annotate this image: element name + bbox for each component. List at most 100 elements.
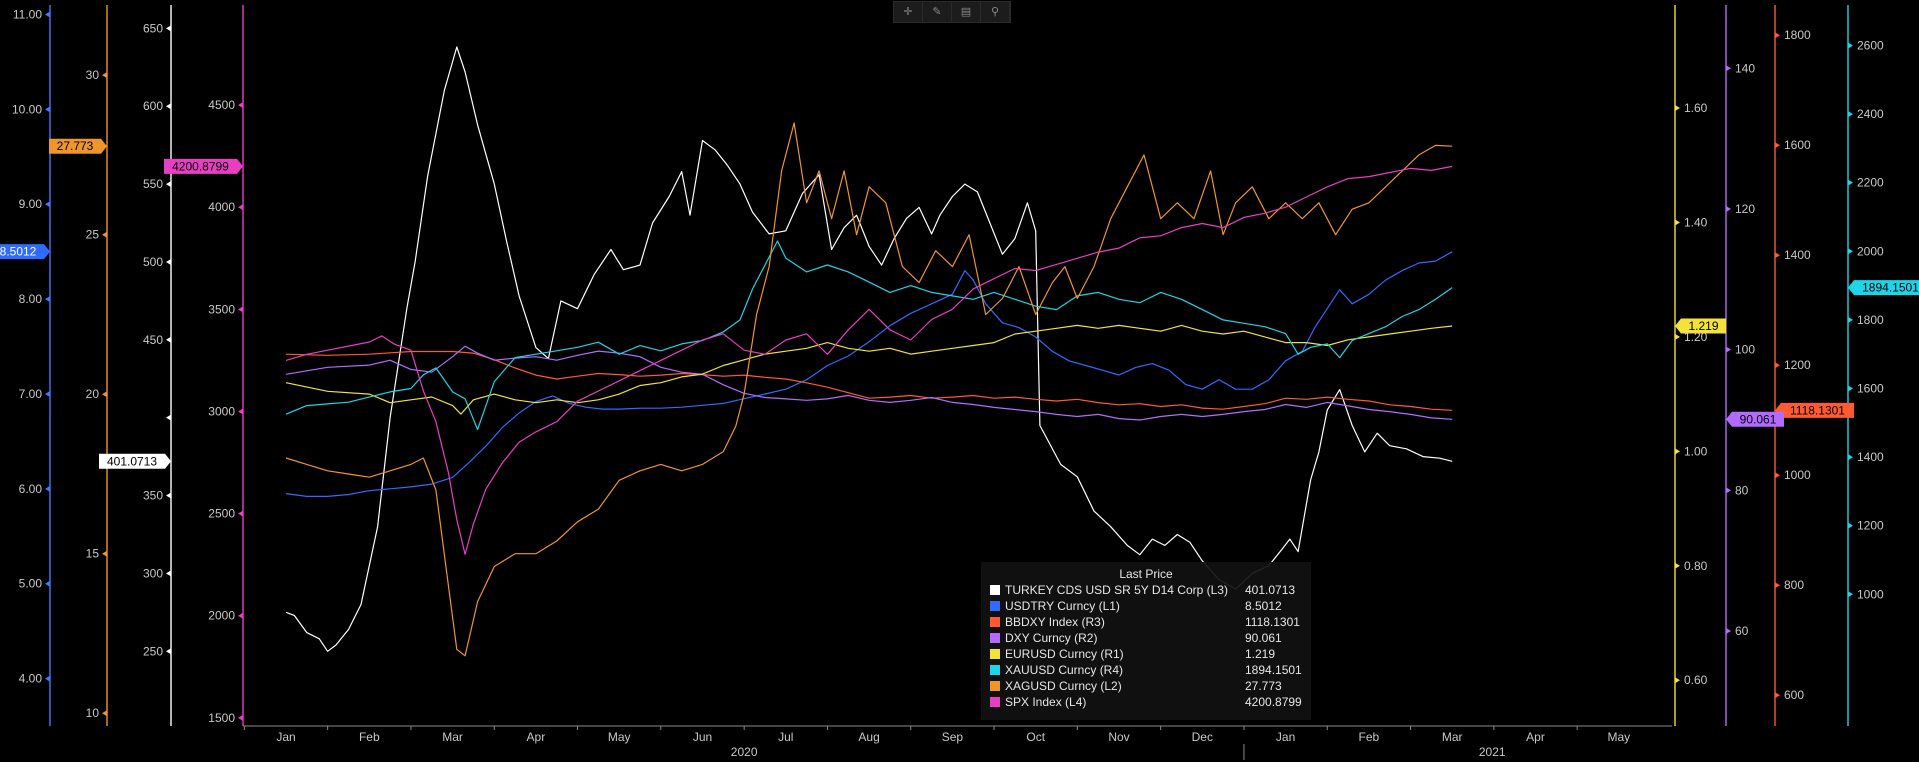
tick-mark bbox=[102, 231, 107, 238]
tick-label: 11.00 bbox=[13, 7, 42, 21]
legend-series-name: USDTRY Curncy (L1) bbox=[1005, 599, 1120, 613]
series-line-l2 bbox=[285, 122, 1453, 657]
legend-series-value: 4200.8799 bbox=[1245, 695, 1302, 709]
tick-label: 600 bbox=[143, 99, 163, 113]
legend-series-value: 1118.1301 bbox=[1245, 615, 1300, 629]
month-label: Mar bbox=[1442, 730, 1463, 744]
tick-label: 4000 bbox=[208, 200, 235, 214]
tick-mark bbox=[1726, 628, 1731, 635]
badge-l4: 4200.8799 bbox=[164, 158, 243, 174]
tick-label: 1800 bbox=[1784, 28, 1811, 42]
tick-mark bbox=[1775, 252, 1780, 259]
series-line-l4 bbox=[285, 165, 1453, 555]
legend-swatch bbox=[990, 585, 1000, 595]
month-label: Sep bbox=[942, 730, 964, 744]
legend-swatch bbox=[990, 697, 1000, 707]
tick-mark bbox=[238, 510, 243, 517]
tick-mark bbox=[166, 570, 171, 577]
crosshair-icon[interactable]: ✛ bbox=[894, 2, 923, 22]
tick-label: 9.00 bbox=[19, 197, 43, 211]
tick-label: 10.00 bbox=[12, 102, 42, 116]
tick-label: 1800 bbox=[1857, 313, 1884, 327]
tick-mark bbox=[1848, 42, 1853, 49]
tick-mark bbox=[1675, 677, 1680, 684]
tick-mark bbox=[1775, 142, 1780, 149]
tick-mark bbox=[1848, 454, 1853, 461]
legend-entry: USDTRY Curncy (L1) 8.5012 bbox=[990, 599, 1282, 613]
tick-mark bbox=[45, 390, 50, 397]
tick-label: 3000 bbox=[208, 404, 235, 418]
tick-mark bbox=[45, 580, 50, 587]
legend-series-value: 90.061 bbox=[1245, 631, 1282, 645]
tick-mark bbox=[166, 492, 171, 499]
tick-label: 1400 bbox=[1784, 248, 1811, 262]
draw-line-icon[interactable]: ✎ bbox=[923, 2, 952, 22]
tick-mark bbox=[238, 306, 243, 313]
axis-r4: 1000 1200 1400 1600 1800 2000 2200 2400 2600 bbox=[1847, 5, 1884, 726]
tick-label: 300 bbox=[143, 566, 163, 580]
month-label: Feb bbox=[359, 730, 380, 744]
legend-series-value: 1.219 bbox=[1245, 647, 1275, 661]
tick-mark bbox=[102, 391, 107, 398]
series-line-r3 bbox=[285, 350, 1453, 411]
tick-mark bbox=[1775, 32, 1780, 39]
legend-series-value: 401.0713 bbox=[1245, 583, 1295, 597]
tick-label: 1600 bbox=[1857, 381, 1884, 395]
badge-value: 4200.8799 bbox=[172, 159, 229, 173]
tick-mark bbox=[166, 336, 171, 343]
tick-mark bbox=[166, 103, 171, 110]
legend-series-name: DXY Curncy (R2) bbox=[1005, 631, 1097, 645]
tick-label: 80 bbox=[1735, 483, 1749, 497]
tick-label: 25 bbox=[86, 228, 100, 242]
tick-mark bbox=[45, 296, 50, 303]
tick-mark bbox=[238, 204, 243, 211]
tick-label: 4500 bbox=[208, 98, 235, 112]
month-label: Feb bbox=[1359, 730, 1380, 744]
legend-entry: XAUUSD Curncy (R4) 1894.1501 bbox=[990, 663, 1302, 677]
tick-label: 2500 bbox=[208, 507, 235, 521]
tick-mark bbox=[1675, 448, 1680, 455]
tick-mark bbox=[166, 25, 171, 32]
zoom-icon[interactable]: ⚲ bbox=[981, 2, 1010, 22]
month-label: Oct bbox=[1026, 730, 1045, 744]
tick-mark bbox=[102, 710, 107, 717]
tick-mark bbox=[166, 258, 171, 265]
tick-mark bbox=[1848, 111, 1853, 118]
badge-l3: 401.0713 bbox=[99, 453, 171, 469]
badge-shape bbox=[99, 453, 171, 469]
badge-shape bbox=[0, 244, 50, 260]
legend-series-name: XAGUSD Curncy (L2) bbox=[1005, 679, 1122, 693]
tick-mark bbox=[1675, 105, 1680, 111]
tick-label: 3500 bbox=[208, 302, 235, 316]
tick-label: 650 bbox=[143, 21, 163, 35]
tick-mark bbox=[166, 181, 171, 188]
badge-shape bbox=[1775, 402, 1854, 418]
tick-mark bbox=[238, 102, 243, 109]
tick-mark bbox=[1726, 65, 1731, 72]
tick-mark bbox=[1775, 582, 1780, 589]
tick-label: 1200 bbox=[1857, 519, 1884, 533]
tick-label: 550 bbox=[143, 177, 163, 191]
badge-shape bbox=[1726, 411, 1784, 427]
tick-mark bbox=[238, 714, 243, 721]
badge-shape bbox=[164, 158, 243, 174]
tick-label: 1.00 bbox=[1684, 444, 1708, 458]
tick-label: 20 bbox=[86, 387, 100, 401]
legend-entry: DXY Curncy (R2) 90.061 bbox=[990, 631, 1282, 645]
badge-l1: 8.5012 bbox=[0, 244, 50, 260]
legend-entry: EURUSD Curncy (R1) 1.219 bbox=[990, 647, 1275, 661]
table-icon[interactable]: ▤ bbox=[952, 2, 981, 22]
tick-mark bbox=[1775, 362, 1780, 369]
badge-shape bbox=[1848, 280, 1919, 296]
tick-mark bbox=[166, 648, 171, 655]
last-price-badges: 401.0713 8.5012 1118.1301 90.061 1.219 1894.1… bbox=[0, 138, 1919, 469]
legend-box bbox=[981, 562, 1311, 720]
tick-mark bbox=[1848, 522, 1853, 529]
tick-mark bbox=[1726, 346, 1731, 353]
tick-label: 1200 bbox=[1784, 358, 1811, 372]
axis-l1: 4.00 5.00 6.00 7.00 8.00 9.00 10.00 11.00 bbox=[12, 5, 51, 726]
tick-mark bbox=[238, 612, 243, 619]
badge-shape bbox=[49, 138, 107, 154]
tick-label: 15 bbox=[86, 547, 100, 561]
